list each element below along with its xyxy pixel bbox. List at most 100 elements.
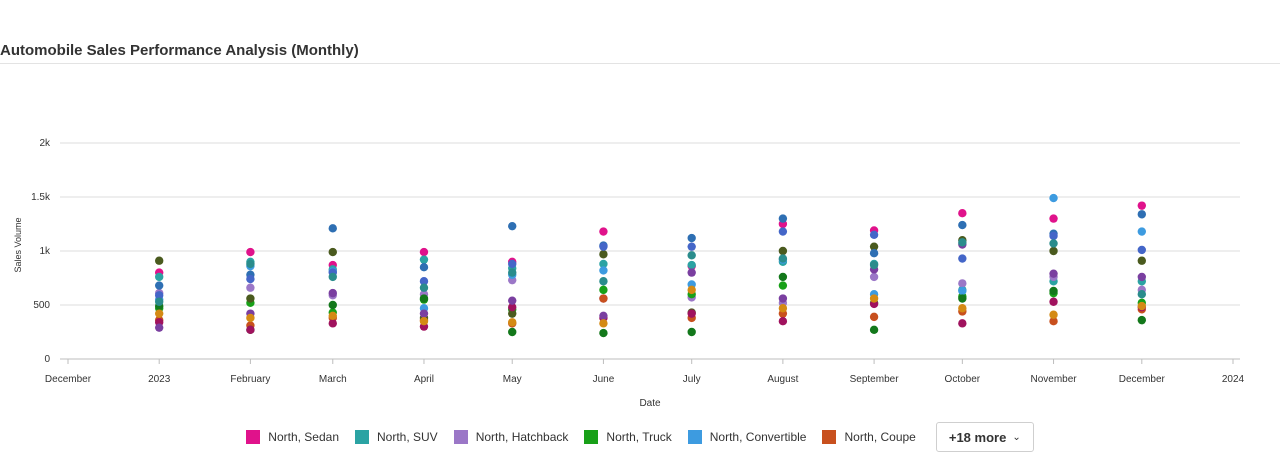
data-point (599, 259, 608, 269)
scatter-chart: 0 500 1k 1.5k 2k December 2023 February March Apr… (13, 138, 1245, 409)
data-point (419, 247, 429, 257)
legend-swatch (246, 430, 261, 444)
legend-more-button[interactable]: +18 more ⌄ (935, 422, 1034, 452)
data-point (778, 294, 788, 303)
data-point (958, 238, 967, 247)
data-point (687, 233, 696, 243)
data-point (508, 221, 517, 231)
data-point (958, 279, 967, 288)
legend-label: North, Sedan (268, 430, 339, 444)
data-point (419, 263, 429, 272)
data-point (599, 277, 608, 286)
data-point (599, 266, 608, 275)
data-point (328, 288, 337, 298)
x-tick-label: April (414, 374, 434, 385)
data-point (958, 304, 967, 313)
data-point (1049, 246, 1058, 256)
data-point (869, 294, 879, 303)
data-point (599, 319, 608, 328)
x-tick-label: 2024 (1222, 374, 1245, 385)
x-tick-label: February (230, 374, 270, 385)
legend-label: North, Hatchback (475, 430, 569, 444)
data-point (778, 272, 788, 282)
data-point (154, 291, 164, 300)
x-axis-title: Date (639, 398, 661, 409)
data-point (419, 294, 429, 303)
data-point (1137, 290, 1147, 299)
data-point (869, 272, 879, 282)
data-point (508, 318, 517, 327)
data-point (778, 281, 788, 290)
data-point (599, 242, 608, 251)
legend-item[interactable]: North, Truck (584, 430, 672, 444)
data-point (1049, 214, 1058, 223)
data-point (599, 250, 608, 259)
y-tick-label: 0 (44, 354, 50, 365)
data-point (508, 309, 517, 318)
data-point (599, 227, 608, 236)
data-point (154, 272, 164, 282)
data-point (1137, 256, 1147, 265)
legend-more-label: +18 more (948, 429, 1007, 445)
legend-item[interactable]: North, Convertible (687, 430, 807, 444)
data-point (687, 251, 696, 260)
data-point (687, 260, 696, 270)
data-point (1137, 227, 1147, 236)
legend-label: North, Truck (606, 430, 672, 444)
data-point (958, 286, 967, 296)
y-tick-label: 2k (39, 138, 51, 149)
data-point (328, 272, 337, 282)
legend-swatch (355, 430, 369, 444)
data-point (958, 319, 967, 328)
x-tick-label: October (945, 374, 981, 385)
data-point (1137, 210, 1147, 219)
data-point (508, 327, 517, 337)
data-point (869, 312, 879, 322)
x-tick-label: November (1030, 374, 1077, 385)
data-point (508, 296, 517, 305)
title-divider (0, 63, 1280, 64)
chart-legend: North, Sedan North, SUV North, Hatchback No… (0, 422, 1280, 452)
data-point (1049, 239, 1058, 248)
x-tick-label: March (319, 374, 347, 385)
legend-item[interactable]: North, Sedan (246, 430, 339, 444)
data-point (869, 230, 879, 239)
data-point (246, 294, 255, 303)
data-point (328, 300, 337, 310)
data-point (599, 311, 608, 320)
data-point (328, 319, 337, 328)
data-point (1137, 272, 1147, 282)
x-tick-label: 2023 (148, 374, 171, 385)
data-point (778, 317, 788, 326)
legend-label: North, Convertible (709, 430, 807, 444)
legend-item[interactable]: North, Hatchback (453, 430, 569, 444)
data-point (246, 283, 255, 292)
x-tick-label: June (593, 374, 615, 385)
data-point (419, 317, 429, 326)
data-point (599, 285, 608, 295)
data-point (1137, 201, 1147, 210)
data-point (419, 309, 429, 318)
data-point (687, 268, 696, 277)
data-point (778, 246, 788, 256)
legend-item[interactable]: North, SUV (355, 430, 438, 444)
data-point (246, 274, 255, 284)
data-point (687, 327, 696, 337)
data-point (328, 247, 337, 257)
data-point (1049, 193, 1058, 203)
data-point (154, 309, 164, 318)
data-point (1049, 310, 1058, 319)
data-point (687, 242, 696, 251)
data-point (154, 256, 164, 265)
data-point (246, 325, 255, 335)
data-point (154, 281, 164, 290)
data-point (508, 302, 517, 312)
data-point (419, 283, 429, 292)
data-point (1137, 245, 1147, 255)
data-point (1137, 315, 1147, 325)
y-tick-label: 1.5k (31, 192, 51, 203)
data-point (508, 268, 517, 277)
chart-title: Automobile Sales Performance Analysis (M… (0, 42, 359, 59)
x-tick-label: August (767, 374, 798, 385)
legend-item[interactable]: North, Coupe (822, 430, 916, 444)
